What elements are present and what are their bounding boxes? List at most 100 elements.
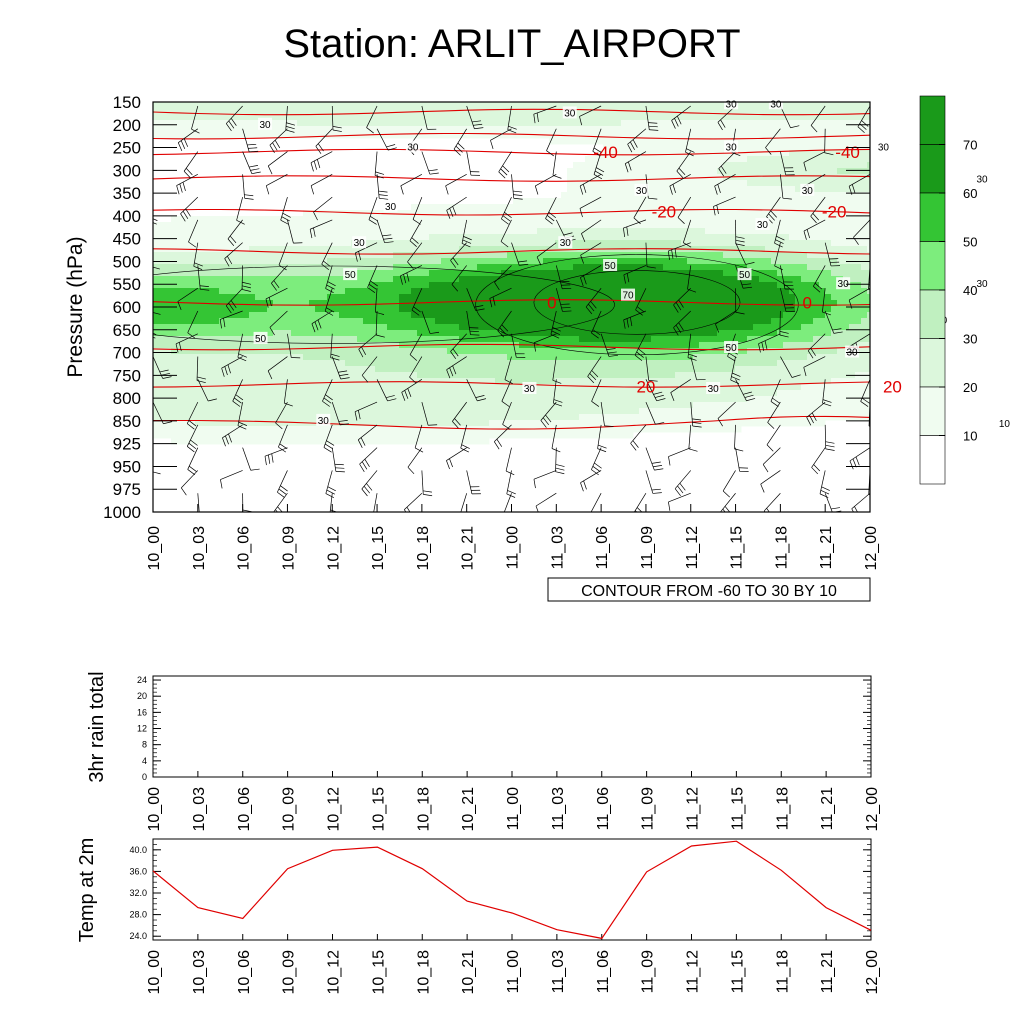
rh-cell (333, 270, 340, 277)
rh-cell (693, 204, 700, 211)
rh-cell (435, 360, 442, 367)
rh-cell (615, 312, 622, 319)
rh-cell (723, 288, 730, 295)
rh-cell (249, 240, 256, 247)
rh-cell (675, 168, 682, 175)
rh-cell (213, 318, 220, 325)
rh-cell (519, 390, 526, 397)
rh-cell (573, 162, 580, 169)
rh-cell (285, 354, 292, 361)
rh-cell (705, 204, 712, 211)
rh-cell (171, 330, 178, 337)
rh-cell (273, 270, 280, 277)
rh-cell (753, 252, 760, 259)
rh-cell (729, 306, 736, 313)
rh-cell (321, 360, 328, 367)
rh-cell (717, 132, 724, 139)
rh-cell (165, 282, 172, 289)
rh-cell (165, 420, 172, 427)
rh-cell (735, 186, 742, 193)
rh-cell (387, 282, 394, 289)
rh-cell (381, 354, 388, 361)
rh-cell (249, 312, 256, 319)
rh-cell (363, 276, 370, 283)
rh-cell (447, 102, 454, 109)
rh-cell (345, 300, 352, 307)
rh-cell (723, 192, 730, 199)
rh-cell (717, 192, 724, 199)
rh-cell (609, 306, 616, 313)
rh-cell (267, 408, 274, 415)
rh-cell (351, 438, 358, 445)
rh-cell (207, 306, 214, 313)
rh-cell (735, 390, 742, 397)
rh-cell (615, 186, 622, 193)
rh-cell (381, 390, 388, 397)
rh-cell (573, 402, 580, 409)
rh-cell (213, 234, 220, 241)
rh-cell (213, 126, 220, 133)
rh-cell (693, 390, 700, 397)
rh-cell (183, 102, 190, 109)
rh-cell (285, 240, 292, 247)
rh-cell (711, 318, 718, 325)
rh-cell (759, 258, 766, 265)
rh-cell (237, 126, 244, 133)
rh-cell (333, 126, 340, 133)
rh-cell (519, 312, 526, 319)
rh-cell (651, 180, 658, 187)
rh-cell (477, 360, 484, 367)
rh-cell (381, 252, 388, 259)
rh-cell (273, 354, 280, 361)
rh-cell (459, 276, 466, 283)
rh-cell (279, 108, 286, 115)
rh-cell (747, 258, 754, 265)
rh-cell (357, 252, 364, 259)
rh-cell (201, 372, 208, 379)
rh-cell (327, 396, 334, 403)
rh-cell (207, 432, 214, 439)
rh-cell (477, 396, 484, 403)
rh-cell (285, 402, 292, 409)
rh-cell (297, 342, 304, 349)
rh-cell (195, 402, 202, 409)
rh-cell (765, 240, 772, 247)
rh-cell (531, 372, 538, 379)
rh-cell (483, 258, 490, 265)
rh-cell (195, 108, 202, 115)
rh-cell (771, 276, 778, 283)
rh-cell (543, 318, 550, 325)
rh-cell (189, 432, 196, 439)
rh-cell (255, 402, 262, 409)
rh-cell (675, 294, 682, 301)
rh-cell (477, 252, 484, 259)
rh-cell (627, 198, 634, 205)
rh-cell (189, 252, 196, 259)
rh-cell (309, 348, 316, 355)
rh-cell (489, 222, 496, 229)
rh-cell (183, 426, 190, 433)
rh-cell (459, 408, 466, 415)
rh-cell (309, 102, 316, 109)
rh-cell (369, 252, 376, 259)
rh-cell (495, 246, 502, 253)
rh-cell (693, 312, 700, 319)
rh-cell (213, 324, 220, 331)
rh-cell (537, 210, 544, 217)
rh-cell (759, 192, 766, 199)
rh-cell (441, 354, 448, 361)
rh-cell (729, 426, 736, 433)
rh-cell (471, 318, 478, 325)
rh-cell (561, 294, 568, 301)
rh-cell (567, 168, 574, 175)
rh-cell (369, 102, 376, 109)
rh-cell (405, 102, 412, 109)
rh-cell (621, 378, 628, 385)
rh-cell (543, 378, 550, 385)
rh-cell (231, 300, 238, 307)
rh-cell (273, 360, 280, 367)
rh-cell (639, 258, 646, 265)
rh-cell (357, 276, 364, 283)
rh-cell (441, 438, 448, 445)
rh-cell (327, 246, 334, 253)
